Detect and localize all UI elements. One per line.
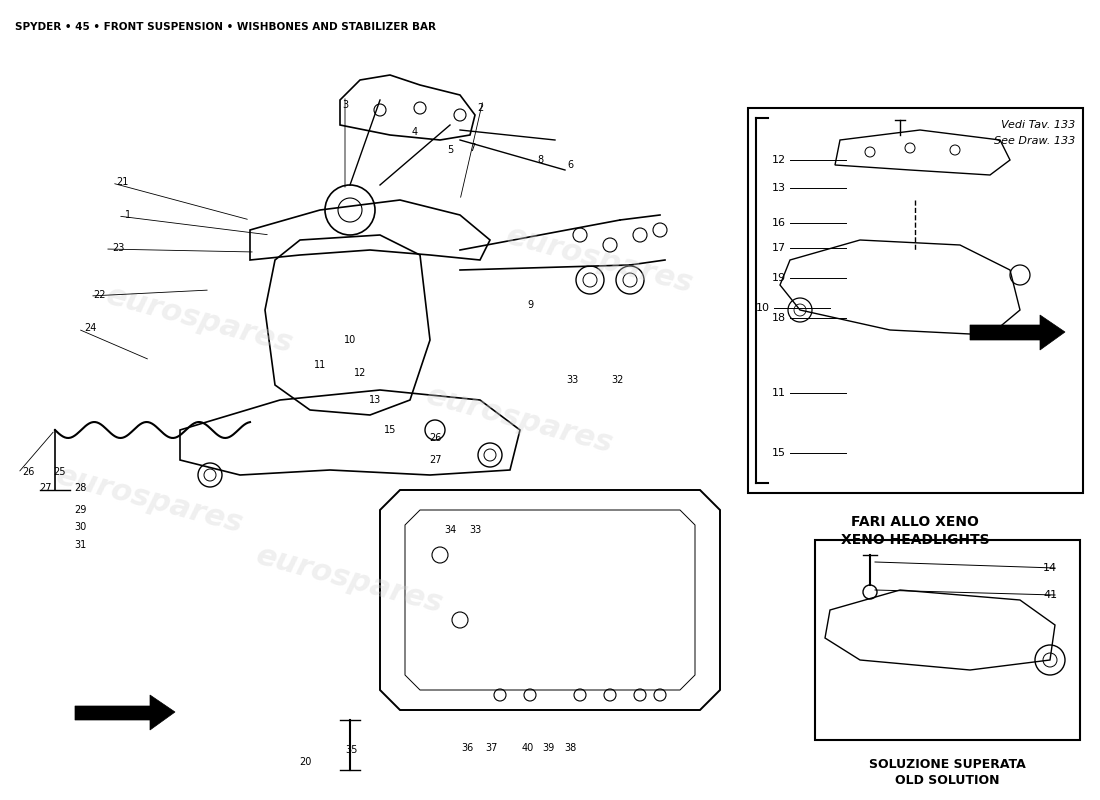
Text: 10: 10 xyxy=(756,303,770,313)
Text: 15: 15 xyxy=(384,425,396,435)
Text: 25: 25 xyxy=(54,467,66,477)
Text: 14: 14 xyxy=(1043,563,1057,573)
Text: 12: 12 xyxy=(772,155,786,165)
Text: 2: 2 xyxy=(477,103,483,113)
Text: 11: 11 xyxy=(314,360,326,370)
Text: Vedi Tav. 133: Vedi Tav. 133 xyxy=(1001,120,1075,130)
Text: 16: 16 xyxy=(772,218,786,228)
Polygon shape xyxy=(970,315,1065,350)
Text: eurospares: eurospares xyxy=(103,281,297,359)
Text: 32: 32 xyxy=(612,375,624,385)
Text: 31: 31 xyxy=(74,540,86,550)
Text: See Draw. 133: See Draw. 133 xyxy=(993,136,1075,146)
Text: 29: 29 xyxy=(74,505,86,515)
Text: 4: 4 xyxy=(411,127,418,137)
Text: 5: 5 xyxy=(447,145,453,155)
Text: 38: 38 xyxy=(564,743,576,753)
Text: eurospares: eurospares xyxy=(253,541,447,619)
Text: XENO HEADLIGHTS: XENO HEADLIGHTS xyxy=(840,533,989,547)
Text: 6: 6 xyxy=(566,160,573,170)
Text: 28: 28 xyxy=(74,483,86,493)
Text: 23: 23 xyxy=(112,243,124,253)
Text: OLD SOLUTION: OLD SOLUTION xyxy=(894,774,999,787)
Text: 13: 13 xyxy=(772,183,786,193)
Text: 13: 13 xyxy=(368,395,381,405)
Text: 3: 3 xyxy=(342,100,348,110)
Text: 15: 15 xyxy=(772,448,786,458)
Text: 19: 19 xyxy=(772,273,786,283)
Text: 7: 7 xyxy=(469,143,475,153)
Text: 30: 30 xyxy=(74,522,86,532)
FancyBboxPatch shape xyxy=(748,108,1084,493)
Text: 36: 36 xyxy=(461,743,473,753)
Text: 34: 34 xyxy=(444,525,456,535)
Text: 40: 40 xyxy=(521,743,535,753)
Text: eurospares: eurospares xyxy=(53,461,246,539)
Text: 17: 17 xyxy=(772,243,786,253)
Text: 21: 21 xyxy=(116,177,129,187)
Text: 39: 39 xyxy=(542,743,554,753)
Text: 33: 33 xyxy=(565,375,579,385)
Text: SPYDER • 45 • FRONT SUSPENSION • WISHBONES AND STABILIZER BAR: SPYDER • 45 • FRONT SUSPENSION • WISHBON… xyxy=(15,22,436,32)
Text: FARI ALLO XENO: FARI ALLO XENO xyxy=(851,515,979,529)
Text: SOLUZIONE SUPERATA: SOLUZIONE SUPERATA xyxy=(869,758,1025,771)
Text: 26: 26 xyxy=(22,467,34,477)
Text: 41: 41 xyxy=(1043,590,1057,600)
Text: 10: 10 xyxy=(344,335,356,345)
Text: 18: 18 xyxy=(772,313,786,323)
Text: eurospares: eurospares xyxy=(503,221,696,299)
Text: 1: 1 xyxy=(125,210,131,220)
Text: 12: 12 xyxy=(354,368,366,378)
Text: 24: 24 xyxy=(84,323,96,333)
FancyBboxPatch shape xyxy=(815,540,1080,740)
Text: 27: 27 xyxy=(429,455,441,465)
Text: eurospares: eurospares xyxy=(424,381,617,459)
Text: 35: 35 xyxy=(345,745,359,755)
Text: 20: 20 xyxy=(299,757,311,767)
Text: 26: 26 xyxy=(429,433,441,443)
Text: 22: 22 xyxy=(94,290,107,300)
Text: 33: 33 xyxy=(469,525,481,535)
Text: 11: 11 xyxy=(772,388,786,398)
Text: 9: 9 xyxy=(527,300,534,310)
Text: 37: 37 xyxy=(486,743,498,753)
Text: 8: 8 xyxy=(537,155,543,165)
Text: 27: 27 xyxy=(39,483,52,493)
Polygon shape xyxy=(75,695,175,730)
